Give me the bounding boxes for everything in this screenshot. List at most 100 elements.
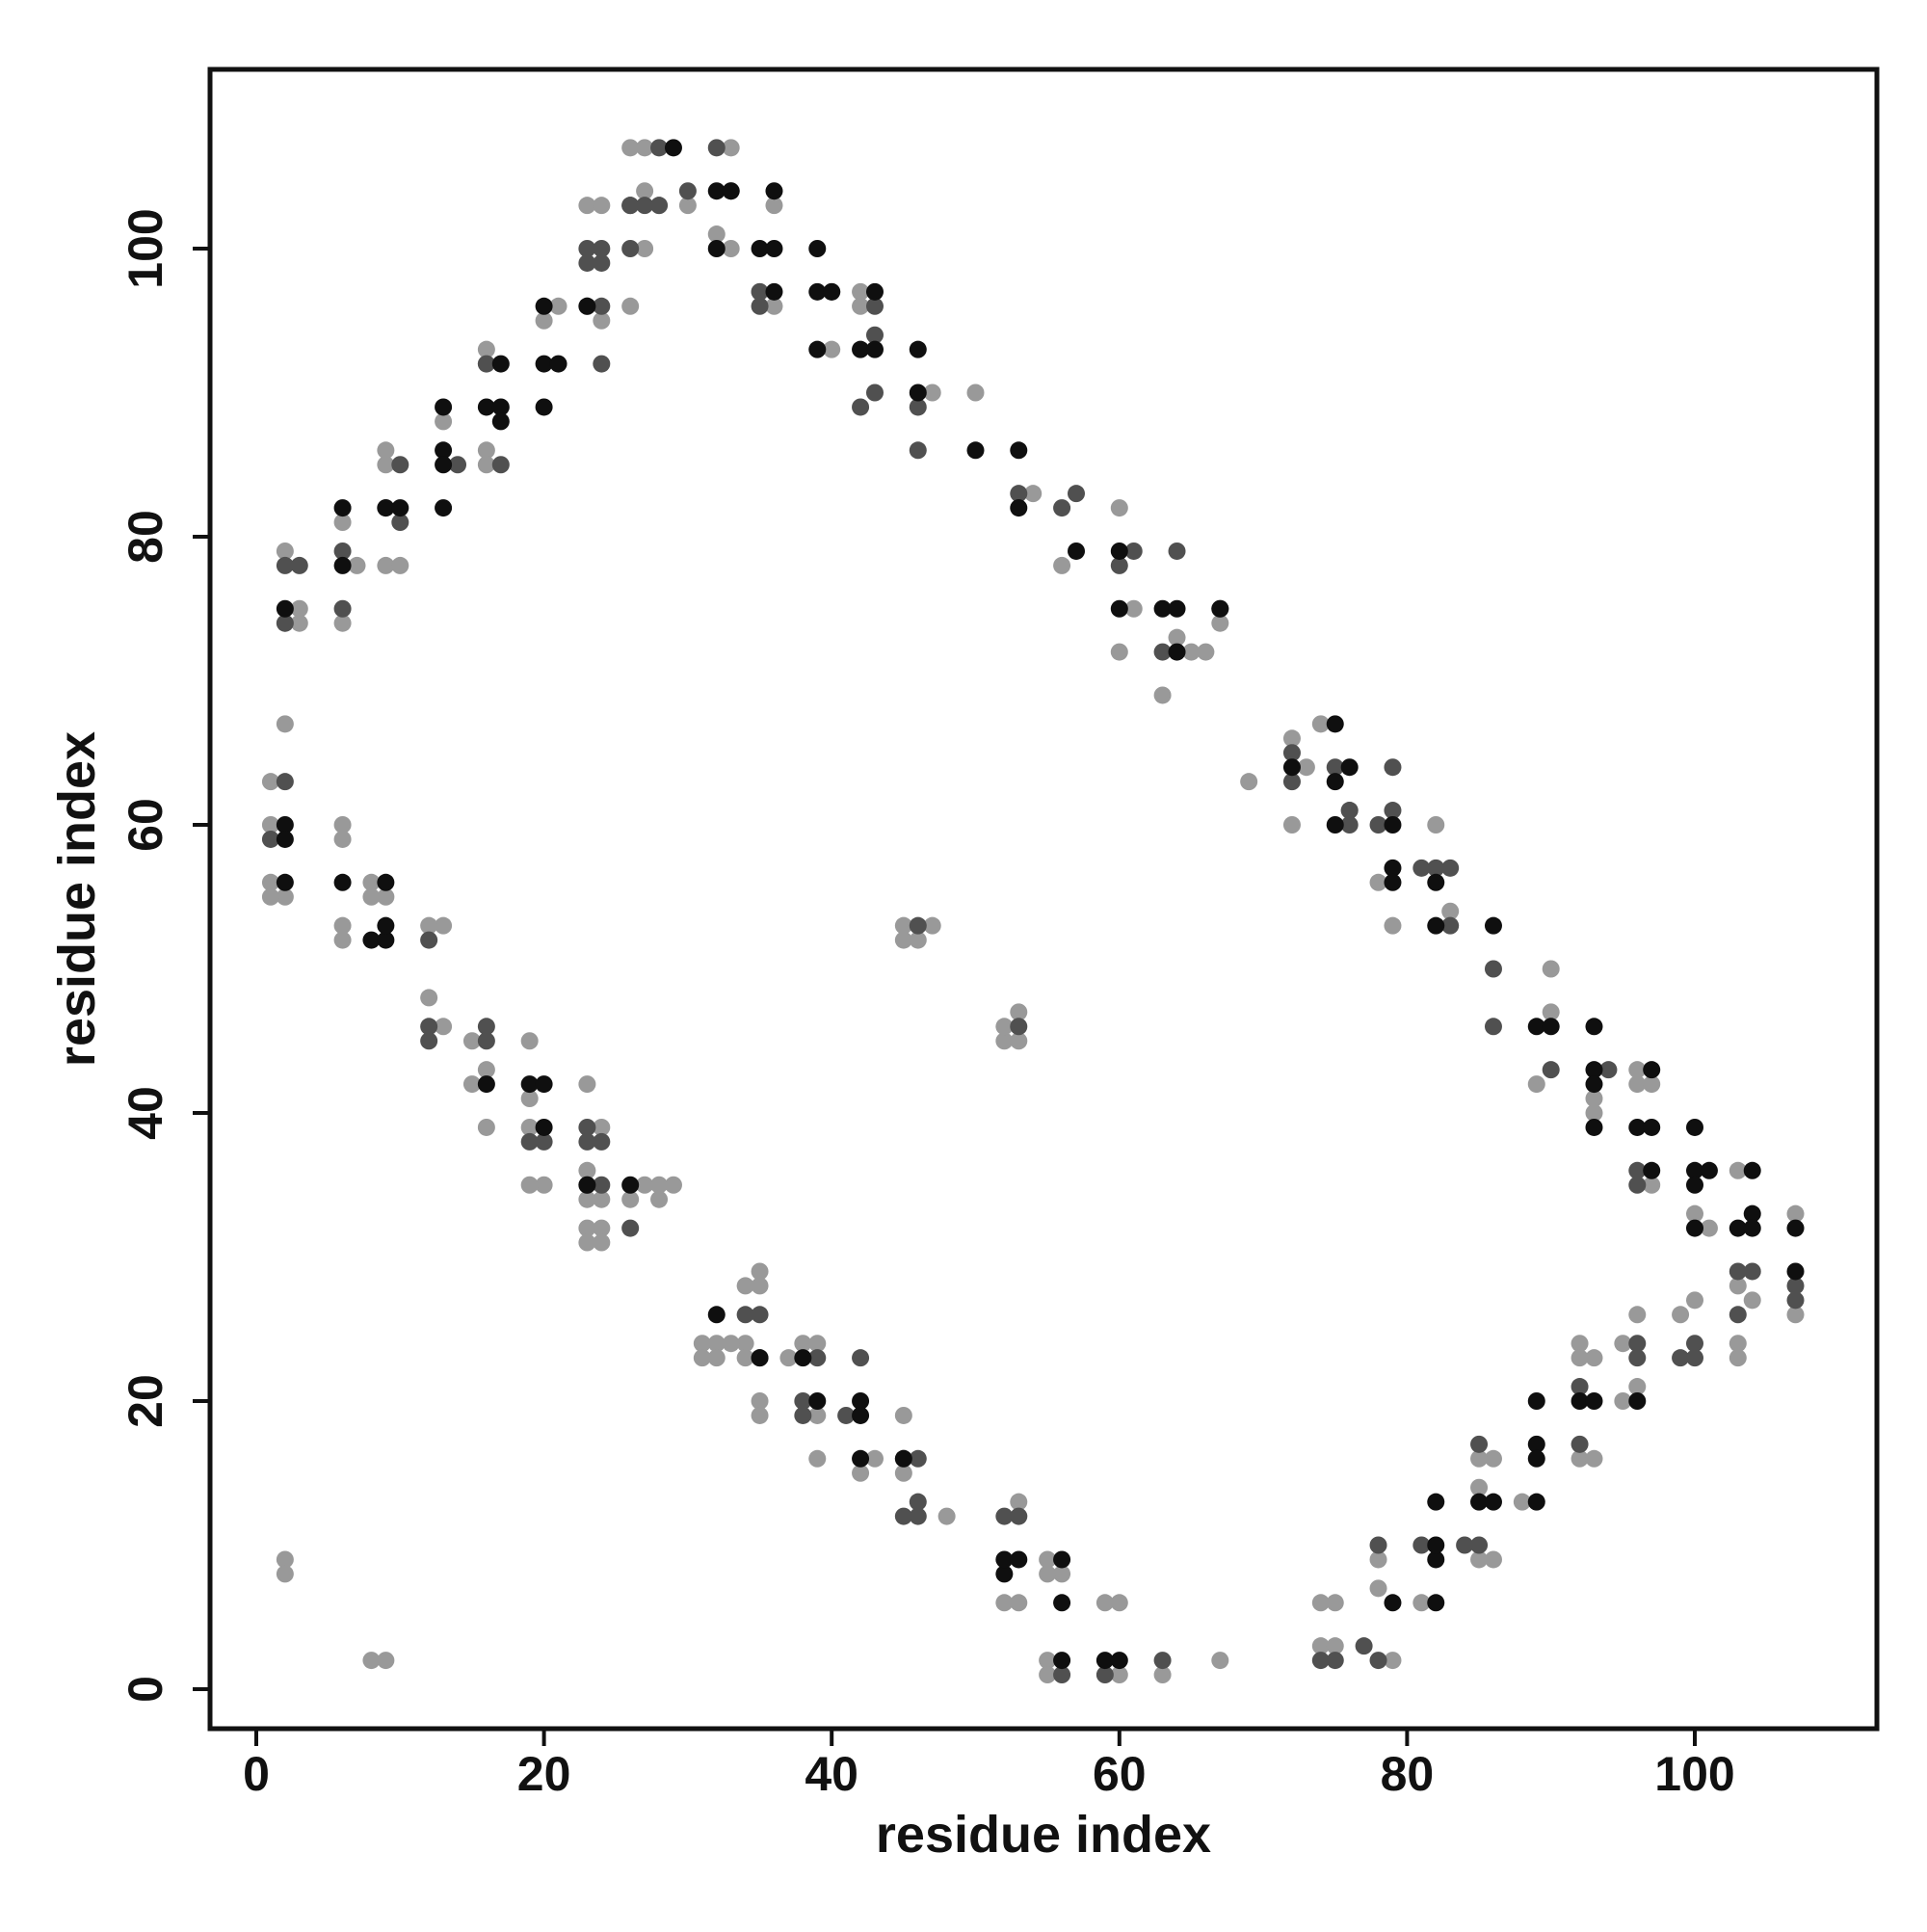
data-point bbox=[1571, 1449, 1589, 1468]
x-axis-title: residue index bbox=[876, 1806, 1211, 1864]
data-point bbox=[1010, 485, 1028, 503]
data-point bbox=[578, 1075, 596, 1094]
data-point bbox=[1326, 758, 1344, 777]
data-point bbox=[1153, 686, 1172, 704]
data-point bbox=[362, 873, 381, 891]
data-point bbox=[707, 182, 726, 200]
data-point bbox=[1010, 1550, 1028, 1569]
data-point bbox=[1427, 816, 1445, 834]
data-point bbox=[1686, 1204, 1703, 1223]
data-point bbox=[1168, 643, 1186, 661]
data-point bbox=[578, 240, 596, 257]
data-point bbox=[909, 384, 927, 402]
data-point bbox=[693, 1349, 711, 1367]
data-point bbox=[852, 282, 870, 301]
data-point bbox=[420, 989, 438, 1007]
data-point bbox=[765, 297, 783, 315]
data-point bbox=[894, 916, 912, 935]
data-point bbox=[808, 1335, 827, 1353]
data-point bbox=[578, 1219, 596, 1237]
data-point bbox=[636, 139, 654, 157]
data-point bbox=[1686, 1219, 1703, 1237]
data-point bbox=[1643, 1161, 1661, 1179]
data-point bbox=[276, 773, 294, 791]
data-point bbox=[852, 297, 870, 315]
data-point bbox=[578, 1132, 596, 1151]
data-point bbox=[1470, 1550, 1489, 1569]
data-point bbox=[435, 398, 453, 416]
data-point bbox=[1527, 1018, 1545, 1036]
data-point bbox=[808, 240, 827, 257]
data-point bbox=[1326, 1652, 1344, 1670]
data-point bbox=[1585, 1018, 1603, 1036]
data-point bbox=[1384, 873, 1402, 891]
data-point bbox=[1010, 1003, 1028, 1021]
data-point bbox=[1010, 1032, 1028, 1050]
data-point bbox=[1297, 758, 1315, 777]
data-point bbox=[722, 182, 740, 200]
data-point bbox=[852, 1449, 870, 1468]
data-point bbox=[1427, 916, 1445, 935]
data-point bbox=[865, 282, 884, 301]
data-point bbox=[578, 297, 596, 315]
data-point bbox=[333, 614, 352, 632]
data-point bbox=[1010, 499, 1028, 517]
data-point bbox=[1110, 1666, 1128, 1684]
data-point bbox=[1197, 643, 1215, 661]
data-point bbox=[1686, 1176, 1703, 1194]
data-point bbox=[1095, 1594, 1114, 1612]
data-point bbox=[621, 197, 640, 215]
data-point bbox=[391, 514, 409, 532]
data-point bbox=[852, 1392, 870, 1410]
data-point bbox=[1628, 1378, 1647, 1396]
data-point bbox=[1527, 1075, 1545, 1094]
data-point bbox=[1124, 542, 1143, 560]
data-point bbox=[1484, 1449, 1502, 1468]
data-point bbox=[1369, 873, 1387, 891]
data-point bbox=[491, 412, 510, 431]
data-point bbox=[520, 1132, 539, 1151]
data-point bbox=[1211, 599, 1229, 618]
data-point bbox=[362, 931, 381, 949]
data-point bbox=[995, 1032, 1014, 1050]
data-point bbox=[678, 182, 697, 200]
data-point bbox=[837, 1406, 856, 1424]
data-point bbox=[377, 456, 395, 474]
data-point bbox=[1672, 1349, 1690, 1367]
data-point bbox=[923, 384, 941, 402]
data-point bbox=[621, 297, 640, 315]
data-point bbox=[391, 556, 409, 574]
data-point bbox=[909, 441, 927, 460]
data-point bbox=[1527, 1449, 1545, 1468]
data-point bbox=[909, 340, 927, 358]
data-point bbox=[261, 773, 279, 791]
data-point bbox=[765, 182, 783, 200]
data-point bbox=[1369, 1579, 1387, 1598]
data-point bbox=[593, 311, 611, 330]
y-tick-label: 80 bbox=[119, 510, 172, 564]
data-point bbox=[1729, 1262, 1747, 1281]
data-point bbox=[377, 441, 395, 460]
data-point bbox=[535, 1132, 553, 1151]
data-point bbox=[520, 1176, 539, 1194]
data-point bbox=[1628, 1161, 1647, 1179]
data-point bbox=[1643, 1118, 1661, 1136]
data-point bbox=[477, 340, 495, 358]
data-point bbox=[1240, 773, 1258, 791]
data-point bbox=[333, 599, 352, 618]
data-point bbox=[852, 1464, 870, 1482]
data-point bbox=[333, 916, 352, 935]
data-point bbox=[794, 1406, 812, 1424]
data-point bbox=[808, 282, 827, 301]
data-point bbox=[1700, 1219, 1718, 1237]
data-point bbox=[261, 887, 279, 906]
data-point bbox=[751, 1262, 769, 1281]
data-point bbox=[621, 1219, 640, 1237]
data-point bbox=[1484, 1018, 1502, 1036]
x-tick-label: 60 bbox=[1093, 1747, 1147, 1801]
data-point bbox=[1599, 1061, 1618, 1079]
data-point bbox=[593, 297, 611, 315]
data-point bbox=[909, 1493, 927, 1511]
data-point bbox=[1585, 1090, 1603, 1108]
data-point bbox=[1542, 1018, 1560, 1036]
